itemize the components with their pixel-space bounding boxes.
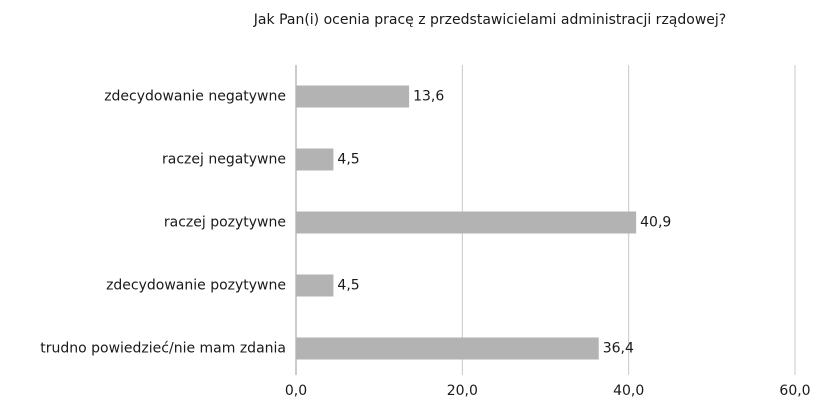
x-tick-label: 0,0 — [285, 383, 307, 399]
value-label: 4,5 — [337, 278, 359, 294]
category-label: raczej pozytywne — [164, 215, 286, 231]
bar — [296, 337, 599, 360]
chart-title: Jak Pan(i) ocenia pracę z przedstawiciel… — [253, 12, 726, 28]
bar — [296, 211, 637, 234]
category-label: raczej negatywne — [162, 152, 286, 168]
value-label: 4,5 — [337, 152, 359, 168]
value-label: 13,6 — [413, 89, 444, 105]
bar — [296, 85, 410, 108]
value-label: 40,9 — [640, 215, 671, 231]
category-label: zdecydowanie negatywne — [104, 89, 286, 105]
value-label: 36,4 — [603, 341, 634, 357]
x-tick-label: 40,0 — [613, 383, 644, 399]
category-label: zdecydowanie pozytywne — [106, 278, 286, 294]
x-tick-label: 60,0 — [779, 383, 810, 399]
bar — [296, 274, 334, 297]
category-label: trudno powiedzieć/nie mam zdania — [40, 341, 286, 357]
x-tick-label: 20,0 — [447, 383, 478, 399]
bar — [296, 148, 334, 171]
